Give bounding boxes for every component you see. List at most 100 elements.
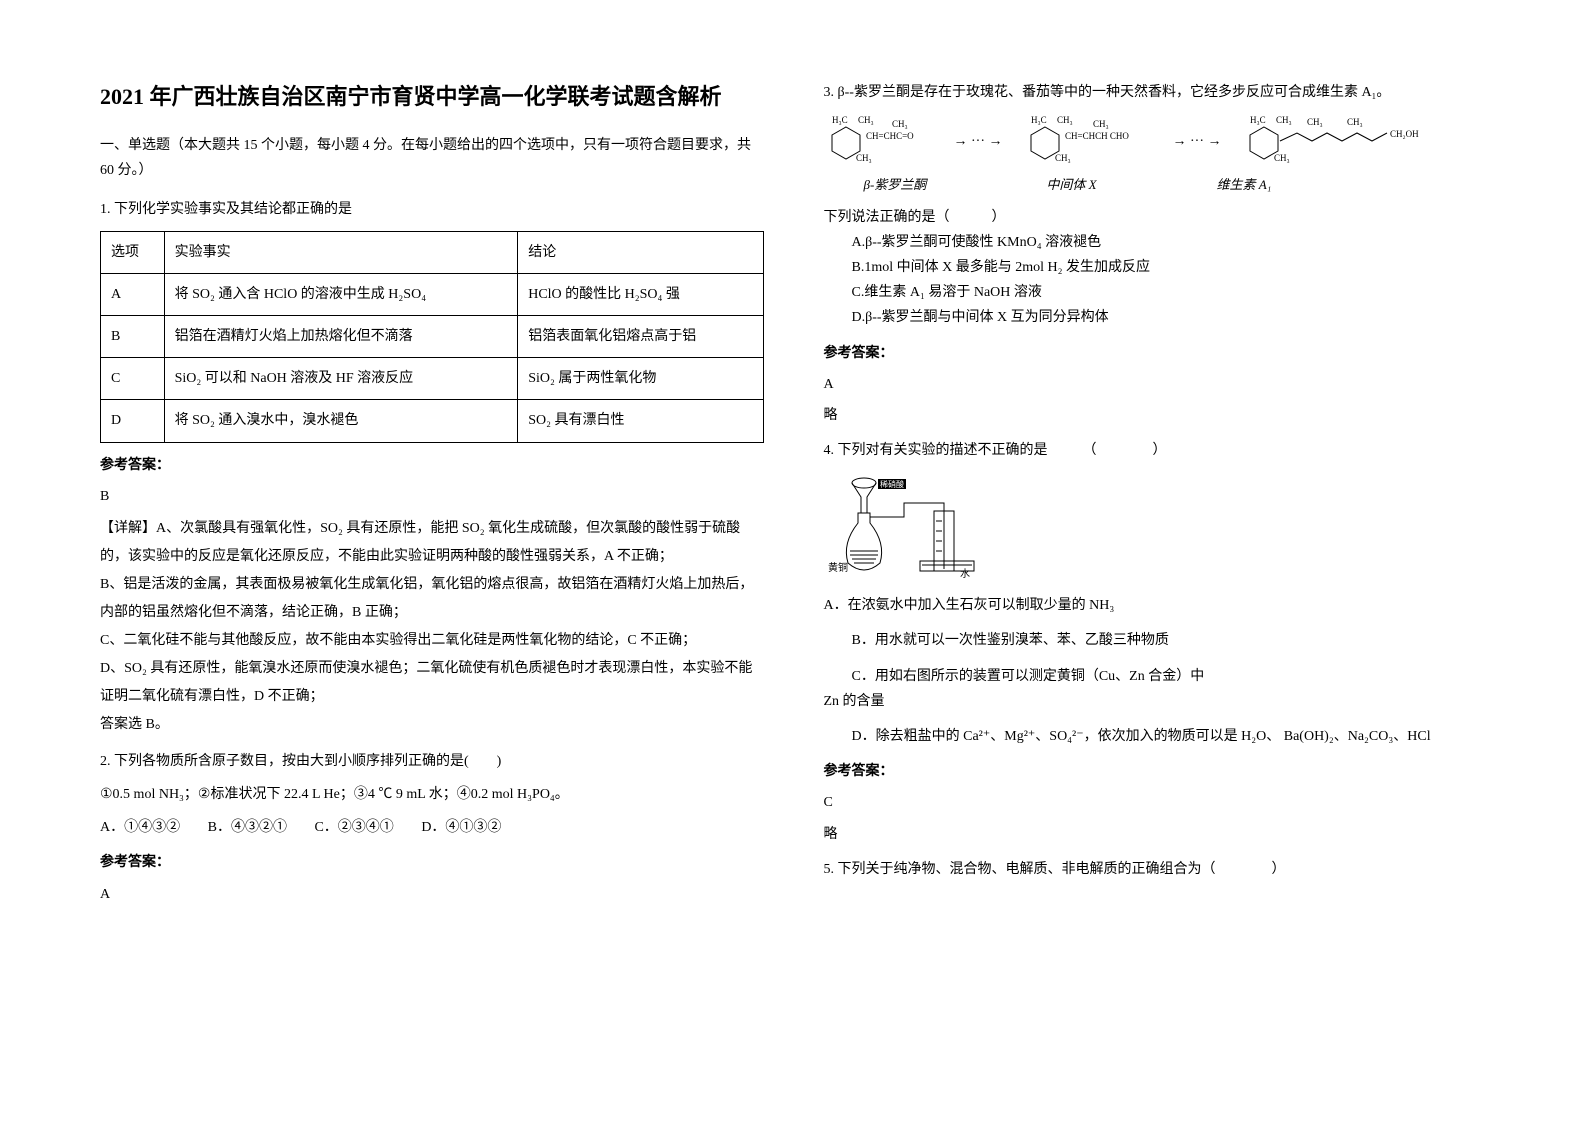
q1-exp-b: B、铝是活泼的金属，其表面极易被氧化生成氧化铝，氧化铝的熔点很高，故铝箔在酒精灯…: [100, 571, 764, 627]
q1-exp-end: 答案选 B。: [100, 711, 764, 739]
q1-th-2: 结论: [518, 231, 763, 273]
q4-note: 略: [824, 822, 1488, 847]
q3-opt-a: A.β--紫罗兰酮可使酸性 KMnO₄ 溶液褪色: [824, 230, 1488, 255]
q4-answer: C: [824, 790, 1488, 815]
svg-text:CH=CHCH CHO: CH=CHCH CHO: [1065, 131, 1129, 141]
table-row: C SiO₂ 可以和 NaOH 溶液及 HF 溶液反应 SiO₂ 属于两性氧化物: [101, 358, 764, 400]
svg-text:CH₃: CH₃: [1055, 153, 1071, 163]
q1-stem: 1. 下列化学实验事实及其结论都正确的是: [100, 197, 764, 222]
svg-text:H₃C: H₃C: [1250, 115, 1266, 125]
molecule-vitamin-a1: H₃C CH₃ CH₃ CH₃ CH₃ CH₂OH: [1242, 113, 1422, 169]
molecule-icon: H₃C CH₃ CH₃ CH=CHC=O CH₃: [824, 113, 934, 169]
q1-cell: 铝箔表面氧化铝熔点高于铝: [518, 315, 763, 357]
q1-cell: 铝箔在酒精灯火焰上加热熔化但不滴落: [164, 315, 518, 357]
q3-molecule-labels: β-紫罗兰酮 中间体 X 维生素 A₁: [864, 173, 1488, 196]
q1-th-1: 实验事实: [164, 231, 518, 273]
q3-opt-c: C.维生素 A₁ 易溶于 NaOH 溶液: [824, 280, 1488, 305]
molecule-beta-ionone: H₃C CH₃ CH₃ CH=CHC=O CH₃: [824, 113, 934, 169]
q1-cell: SO₂ 具有漂白性: [518, 400, 763, 442]
svg-text:H₃C: H₃C: [832, 115, 848, 125]
q2-options: A．①④③② B．④③②① C．②③④① D．④①③②: [100, 815, 764, 840]
svg-text:CH₃: CH₃: [856, 153, 872, 163]
svg-text:CH₃: CH₃: [1276, 115, 1292, 125]
answer-label: 参考答案：: [824, 341, 1488, 366]
q1-table: 选项 实验事实 结论 A 将 SO₂ 通入含 HClO 的溶液中生成 H₂SO₄…: [100, 231, 764, 443]
q1-cell: A: [101, 273, 165, 315]
q4-opt-a: A．在浓氨水中加入生石灰可以制取少量的 NH₃: [824, 593, 1488, 618]
label-intermediate-x: 中间体 X: [1046, 173, 1096, 196]
table-header-row: 选项 实验事实 结论: [101, 231, 764, 273]
q1-cell: HClO 的酸性比 H₂SO₄ 强: [518, 273, 763, 315]
q4-apparatus-figure: 稀硝酸 黄铜 水: [824, 473, 1488, 583]
question-4: 4. 下列对有关实验的描述不正确的是 （ ） 稀硝酸 黄铜: [824, 438, 1488, 847]
label-brass: 黄铜: [828, 561, 848, 574]
svg-text:CH₃: CH₃: [858, 115, 874, 125]
svg-text:CH=CHC=O: CH=CHC=O: [866, 131, 914, 141]
svg-text:CH₃: CH₃: [1274, 153, 1290, 163]
q3-opt-b: B.1mol 中间体 X 最多能与 2mol H₂ 发生加成反应: [824, 255, 1488, 280]
svg-text:CH₃: CH₃: [1093, 119, 1109, 129]
label-vitamin-a1: 维生素 A₁: [1217, 173, 1272, 196]
table-row: A 将 SO₂ 通入含 HClO 的溶液中生成 H₂SO₄ HClO 的酸性比 …: [101, 273, 764, 315]
question-1: 1. 下列化学实验事实及其结论都正确的是 选项 实验事实 结论 A 将 SO₂ …: [100, 197, 764, 739]
label-beta-ionone: β-紫罗兰酮: [864, 173, 927, 196]
apparatus-icon: 稀硝酸 黄铜 水: [824, 473, 994, 583]
q1-answer: B: [100, 484, 764, 509]
right-column: 3. β--紫罗兰酮是存在于玫瑰花、番茄等中的一种天然香料，它经多步反应可合成维…: [824, 80, 1488, 1082]
answer-label: 参考答案：: [824, 759, 1488, 784]
q4-opt-b: B．用水就可以一次性鉴别溴苯、苯、乙酸三种物质: [824, 628, 1488, 653]
table-row: B 铝箔在酒精灯火焰上加热熔化但不滴落 铝箔表面氧化铝熔点高于铝: [101, 315, 764, 357]
svg-text:CH₃: CH₃: [1307, 117, 1323, 127]
q3-note: 略: [824, 403, 1488, 428]
svg-text:CH₃: CH₃: [1347, 117, 1363, 127]
label-dilute-acid: 稀硝酸: [880, 479, 904, 489]
svg-text:CH₃: CH₃: [892, 119, 908, 129]
q4-stem: 4. 下列对有关实验的描述不正确的是 （ ）: [824, 438, 1488, 463]
arrow-icon: → ··· →: [1173, 129, 1222, 154]
q1-cell: SiO₂ 属于两性氧化物: [518, 358, 763, 400]
q2-items: ①0.5 mol NH₃；②标准状况下 22.4 L He；③4 ℃ 9 mL …: [100, 782, 764, 807]
q2-opt-a: A．①④③②: [100, 820, 180, 835]
q3-stem: 3. β--紫罗兰酮是存在于玫瑰花、番茄等中的一种天然香料，它经多步反应可合成维…: [824, 80, 1488, 105]
q1-cell: SiO₂ 可以和 NaOH 溶液及 HF 溶液反应: [164, 358, 518, 400]
svg-text:CH₂OH: CH₂OH: [1390, 129, 1419, 139]
left-column: 2021 年广西壮族自治区南宁市育贤中学高一化学联考试题含解析 一、单选题（本大…: [100, 80, 764, 1082]
q4-opt-c-cont: Zn 的含量: [824, 689, 1488, 714]
q1-exp-c: C、二氧化硅不能与其他酸反应，故不能由本实验得出二氧化硅是两性氧化物的结论，C …: [100, 627, 764, 655]
molecule-icon: H₃C CH₃ CH₃ CH₃ CH₃ CH₂OH: [1242, 113, 1422, 169]
q4-opt-c: C．用如右图所示的装置可以测定黄铜（Cu、Zn 合金）中: [824, 664, 1488, 689]
answer-label: 参考答案：: [100, 850, 764, 875]
molecule-icon: H₃C CH₃ CH₃ CH=CHCH CHO CH₃: [1023, 113, 1153, 169]
q2-answer: A: [100, 882, 764, 907]
q2-opt-c: C．②③④①: [314, 820, 393, 835]
q3-answer: A: [824, 372, 1488, 397]
q1-th-0: 选项: [101, 231, 165, 273]
question-5: 5. 下列关于纯净物、混合物、电解质、非电解质的正确组合为（ ）: [824, 857, 1488, 882]
arrow-icon: → ··· →: [954, 129, 1003, 154]
q2-opt-b: B．④③②①: [208, 820, 287, 835]
label-water: 水: [960, 568, 970, 580]
q2-stem: 2. 下列各物质所含原子数目，按由大到小顺序排列正确的是( ): [100, 749, 764, 774]
q4-opt-d: D．除去粗盐中的 Ca²⁺、Mg²⁺、SO₄²⁻，依次加入的物质可以是 H₂O、…: [824, 724, 1488, 749]
q1-cell: C: [101, 358, 165, 400]
q1-exp-a: 【详解】A、次氯酸具有强氧化性，SO₂ 具有还原性，能把 SO₂ 氧化生成硫酸，…: [100, 515, 764, 571]
q1-cell: 将 SO₂ 通入含 HClO 的溶液中生成 H₂SO₄: [164, 273, 518, 315]
question-2: 2. 下列各物质所含原子数目，按由大到小顺序排列正确的是( ) ①0.5 mol…: [100, 749, 764, 907]
q1-exp-d: D、SO₂ 具有还原性，能氧溴水还原而使溴水褪色；二氧化硫使有机色质褪色时才表现…: [100, 655, 764, 711]
exam-title: 2021 年广西壮族自治区南宁市育贤中学高一化学联考试题含解析: [100, 80, 764, 113]
section-intro: 一、单选题（本大题共 15 个小题，每小题 4 分。在每小题给出的四个选项中，只…: [100, 133, 764, 183]
answer-label: 参考答案：: [100, 453, 764, 478]
q1-cell: B: [101, 315, 165, 357]
q3-opt-d: D.β--紫罗兰酮与中间体 X 互为同分异构体: [824, 305, 1488, 330]
svg-text:H₃C: H₃C: [1031, 115, 1047, 125]
q1-cell: 将 SO₂ 通入溴水中，溴水褪色: [164, 400, 518, 442]
svg-text:CH₃: CH₃: [1057, 115, 1073, 125]
q3-reaction-diagram: H₃C CH₃ CH₃ CH=CHC=O CH₃ → ··· → H₃C CH₃ C…: [824, 113, 1488, 169]
question-3: 3. β--紫罗兰酮是存在于玫瑰花、番茄等中的一种天然香料，它经多步反应可合成维…: [824, 80, 1488, 428]
molecule-intermediate-x: H₃C CH₃ CH₃ CH=CHCH CHO CH₃: [1023, 113, 1153, 169]
table-row: D 将 SO₂ 通入溴水中，溴水褪色 SO₂ 具有漂白性: [101, 400, 764, 442]
q1-cell: D: [101, 400, 165, 442]
q3-prompt: 下列说法正确的是（ ）: [824, 205, 1488, 230]
q5-stem: 5. 下列关于纯净物、混合物、电解质、非电解质的正确组合为（ ）: [824, 857, 1488, 882]
q2-opt-d: D．④①③②: [421, 820, 501, 835]
